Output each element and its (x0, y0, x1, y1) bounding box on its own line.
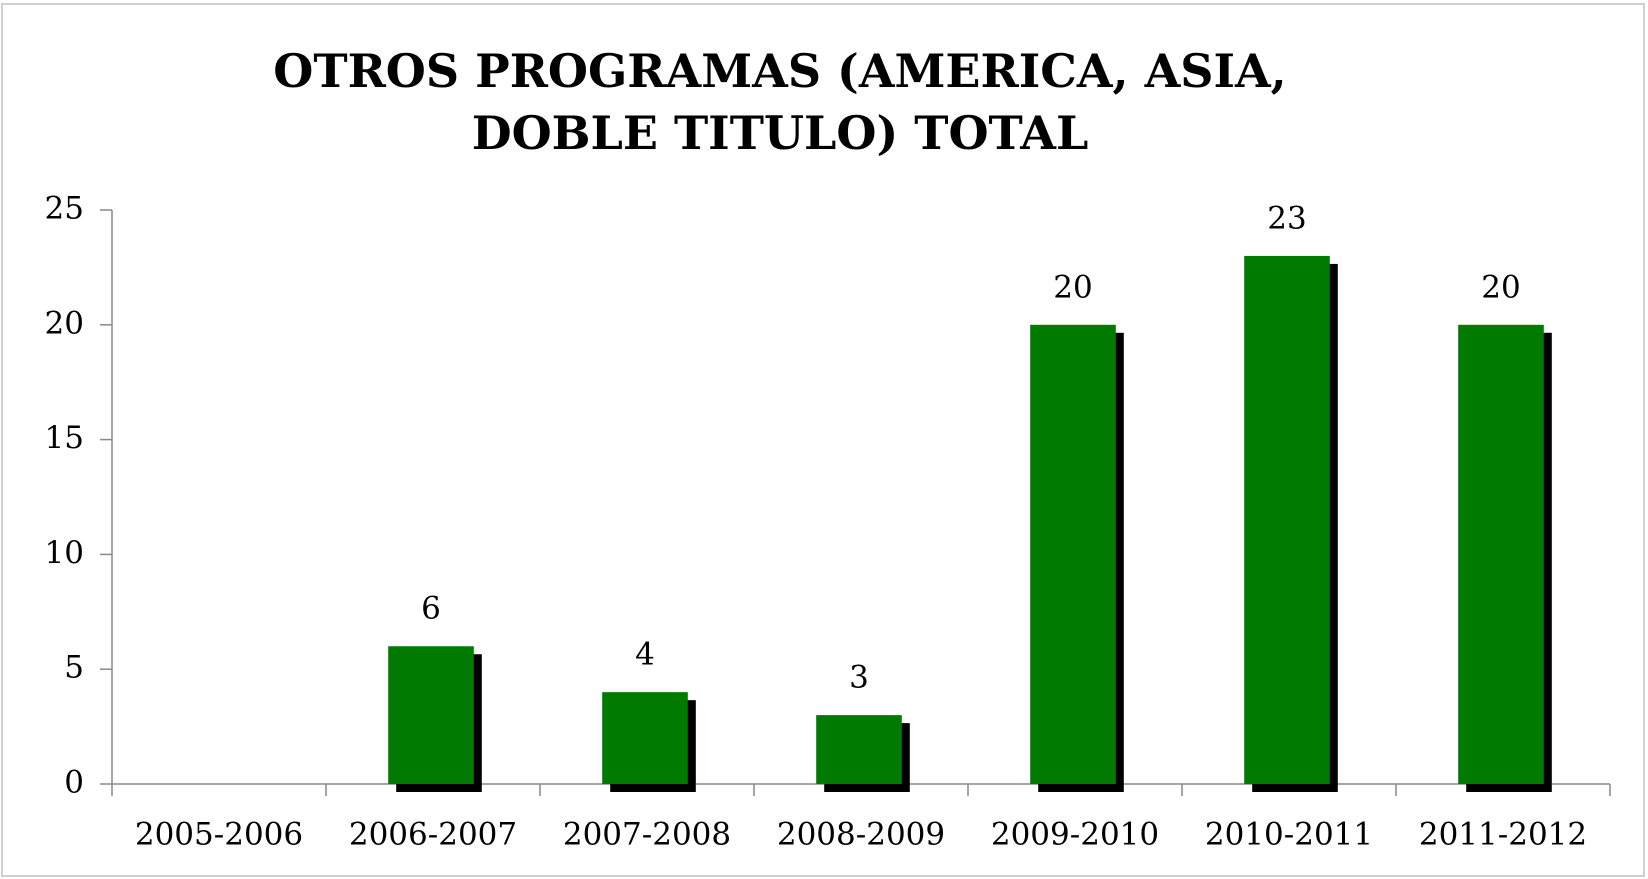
y-tick-label: 0 (64, 765, 84, 801)
bar (1244, 255, 1330, 785)
y-tick-label: 25 (45, 191, 84, 227)
data-label: 20 (1053, 269, 1092, 305)
bar (388, 646, 474, 784)
x-tick-label: 2008-2009 (777, 817, 945, 853)
x-tick-label: 2006-2007 (349, 817, 517, 853)
data-label: 6 (421, 591, 441, 627)
x-tick-label: 2011-2012 (1419, 817, 1587, 853)
data-label: 20 (1481, 269, 1520, 305)
x-tick-label: 2005-2006 (135, 817, 303, 853)
data-label: 23 (1267, 200, 1306, 236)
data-label: 4 (635, 637, 655, 673)
x-tick-label: 2010-2011 (1205, 817, 1373, 853)
y-tick-label: 10 (45, 535, 84, 571)
x-tick-label: 2009-2010 (991, 817, 1159, 853)
chart-border (1, 3, 1645, 877)
data-label: 3 (849, 660, 869, 696)
y-tick-label: 20 (45, 305, 84, 341)
bar (1030, 324, 1116, 784)
x-tick-label: 2007-2008 (563, 817, 731, 853)
chart-title: OTROS PROGRAMAS (AMERICA, ASIA, DOBLE TI… (273, 44, 1287, 160)
bar (816, 715, 902, 784)
bar (1458, 324, 1544, 784)
y-tick-label: 15 (45, 420, 84, 456)
y-tick-label: 5 (64, 650, 84, 686)
bar (602, 692, 688, 784)
